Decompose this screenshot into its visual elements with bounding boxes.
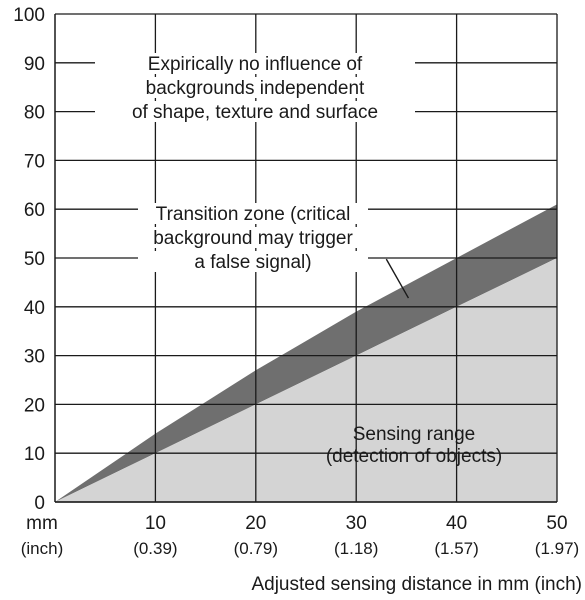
y-tick-label: 100 [13, 5, 45, 26]
sensing-range-area [55, 258, 557, 502]
annotation-background [95, 53, 415, 74]
x-tick-sublabel: (1.57) [434, 539, 478, 558]
y-tick-label: 90 [24, 54, 45, 75]
annotation-line: Transition zone (critical [156, 204, 351, 225]
y-tick-label: 50 [24, 249, 45, 270]
annotation-pointer-line [385, 258, 410, 299]
x-tick-label: 40 [446, 513, 467, 534]
x-tick-label: 50 [546, 513, 567, 534]
annotation-transition-zone: Transition zone (critical background may … [138, 203, 410, 299]
x-axis-label: Adjusted sensing distance in mm (inch) [251, 574, 582, 595]
annotation-background [138, 203, 368, 224]
annotation-line: (detection of objects) [326, 446, 502, 467]
x-tick-label: 20 [245, 513, 266, 534]
axes [54, 14, 557, 503]
annotation-background [95, 101, 415, 122]
annotation-no-influence: Expirically no influence of backgrounds i… [95, 53, 415, 123]
x-tick-labels: 10 (0.39) 20 (0.79) 30 (1.18) 40 (1.57) 50 (1.97) [133, 513, 579, 558]
annotation-line: of shape, texture and surface [132, 102, 378, 123]
y-tick-label: 0 [34, 493, 45, 514]
y-tick-label: 10 [24, 444, 45, 465]
x-tick-label: 10 [145, 513, 166, 534]
annotation-line: backgrounds independent [146, 78, 365, 99]
y-tick-labels: 0 10 20 30 40 50 60 70 80 90 100 [13, 5, 45, 514]
x-tick-label: 30 [346, 513, 367, 534]
annotation-line: background may trigger [153, 228, 353, 249]
transition-zone-area [55, 204, 557, 502]
x-unit-label: mm [26, 513, 58, 534]
annotation-line: Sensing range [353, 424, 476, 445]
annotations: Expirically no influence of backgrounds i… [95, 53, 502, 467]
x-unit-sub-label: (inch) [21, 539, 64, 558]
annotation-background [138, 227, 368, 248]
x-tick-sublabel: (1.97) [535, 539, 579, 558]
x-tick-sublabel: (0.39) [133, 539, 177, 558]
y-tick-label: 60 [24, 200, 45, 221]
areas [55, 204, 557, 502]
y-tick-label: 40 [24, 298, 45, 319]
x-tick-sublabel: (1.18) [334, 539, 378, 558]
annotation-background [95, 77, 415, 98]
y-tick-label: 30 [24, 347, 45, 368]
annotation-line: a false signal) [194, 252, 311, 273]
annotation-line: Expirically no influence of [148, 54, 363, 75]
y-tick-label: 20 [24, 395, 45, 416]
y-tick-label: 70 [24, 151, 45, 172]
annotation-background [138, 251, 368, 272]
x-tick-sublabel: (0.79) [234, 539, 278, 558]
y-tick-label: 80 [24, 103, 45, 124]
annotation-sensing-range: Sensing range(detection of objects) [326, 424, 502, 467]
